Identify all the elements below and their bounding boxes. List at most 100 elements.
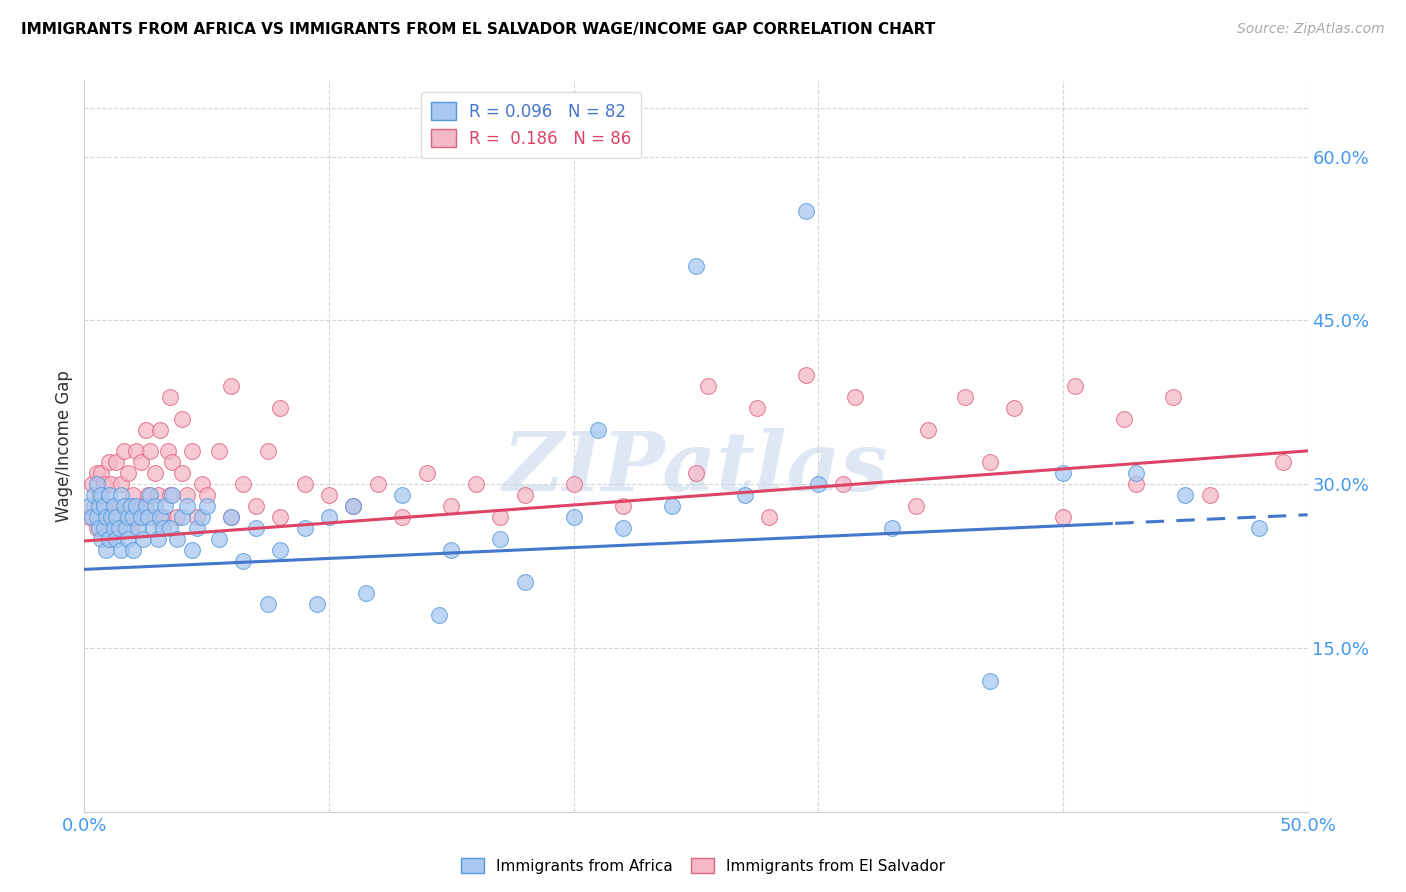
Point	[562, 477, 585, 491]
Point	[107, 521, 129, 535]
Point	[464, 477, 486, 491]
Point	[107, 521, 129, 535]
Point	[1161, 390, 1184, 404]
Point	[96, 542, 118, 557]
Point	[87, 521, 110, 535]
Point	[195, 499, 218, 513]
Point	[135, 499, 157, 513]
Point	[86, 521, 108, 535]
Point	[97, 455, 120, 469]
Point	[1247, 521, 1270, 535]
Point	[86, 477, 108, 491]
Point	[112, 499, 135, 513]
Point	[110, 510, 132, 524]
Text: Source: ZipAtlas.com: Source: ZipAtlas.com	[1237, 22, 1385, 37]
Point	[172, 411, 194, 425]
Point	[135, 423, 157, 437]
Point	[122, 542, 145, 557]
Point	[125, 444, 148, 458]
Point	[172, 467, 194, 481]
Point	[294, 477, 316, 491]
Point	[103, 499, 125, 513]
Point	[139, 488, 162, 502]
Point	[100, 477, 122, 491]
Point	[159, 521, 181, 535]
Point	[697, 379, 720, 393]
Point	[245, 499, 267, 513]
Point	[747, 401, 769, 415]
Point	[115, 521, 138, 535]
Point	[86, 510, 108, 524]
Point	[143, 499, 166, 513]
Point	[269, 542, 291, 557]
Point	[87, 499, 110, 513]
Point	[127, 510, 149, 524]
Point	[110, 542, 132, 557]
Point	[186, 510, 208, 524]
Point	[132, 499, 155, 513]
Point	[142, 510, 165, 524]
Point	[80, 510, 103, 524]
Point	[354, 586, 377, 600]
Y-axis label: Wage/Income Gap: Wage/Income Gap	[55, 370, 73, 522]
Point	[257, 444, 280, 458]
Point	[342, 499, 364, 513]
Point	[156, 444, 179, 458]
Point	[758, 510, 780, 524]
Point	[586, 423, 609, 437]
Point	[142, 521, 165, 535]
Point	[232, 554, 254, 568]
Point	[794, 368, 817, 382]
Point	[1052, 510, 1074, 524]
Point	[1272, 455, 1295, 469]
Point	[416, 467, 439, 481]
Point	[136, 510, 159, 524]
Point	[132, 532, 155, 546]
Point	[195, 488, 218, 502]
Point	[219, 510, 242, 524]
Point	[90, 510, 112, 524]
Point	[120, 521, 142, 535]
Point	[562, 510, 585, 524]
Point	[139, 444, 162, 458]
Point	[367, 477, 389, 491]
Point	[612, 521, 634, 535]
Point	[103, 499, 125, 513]
Point	[208, 532, 231, 546]
Point	[105, 532, 128, 546]
Point	[96, 499, 118, 513]
Point	[1198, 488, 1220, 502]
Point	[191, 510, 214, 524]
Point	[1002, 401, 1025, 415]
Point	[440, 499, 463, 513]
Point	[125, 499, 148, 513]
Point	[117, 532, 139, 546]
Point	[117, 510, 139, 524]
Point	[794, 204, 817, 219]
Point	[127, 521, 149, 535]
Point	[208, 444, 231, 458]
Point	[294, 521, 316, 535]
Point	[440, 542, 463, 557]
Point	[112, 444, 135, 458]
Point	[96, 510, 118, 524]
Point	[181, 542, 204, 557]
Point	[83, 499, 105, 513]
Point	[979, 673, 1001, 688]
Point	[905, 499, 928, 513]
Legend: R = 0.096   N = 82, R =  0.186   N = 86: R = 0.096 N = 82, R = 0.186 N = 86	[420, 92, 641, 158]
Point	[97, 532, 120, 546]
Point	[90, 488, 112, 502]
Point	[120, 499, 142, 513]
Point	[917, 423, 939, 437]
Text: IMMIGRANTS FROM AFRICA VS IMMIGRANTS FROM EL SALVADOR WAGE/INCOME GAP CORRELATIO: IMMIGRANTS FROM AFRICA VS IMMIGRANTS FRO…	[21, 22, 935, 37]
Point	[90, 467, 112, 481]
Point	[93, 499, 115, 513]
Point	[103, 521, 125, 535]
Point	[1052, 467, 1074, 481]
Point	[93, 477, 115, 491]
Point	[110, 488, 132, 502]
Point	[117, 467, 139, 481]
Point	[176, 499, 198, 513]
Point	[685, 467, 707, 481]
